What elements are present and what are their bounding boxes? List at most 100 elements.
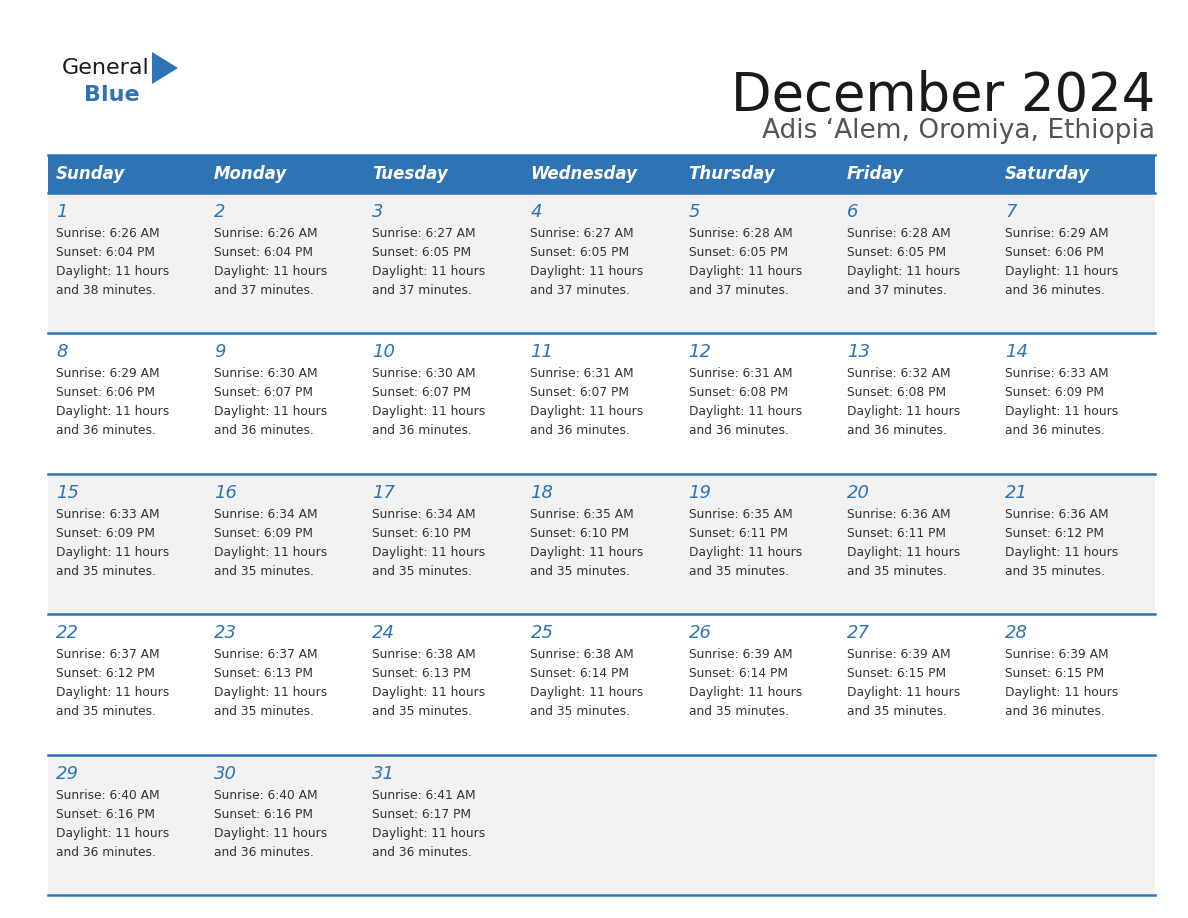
Text: Sunrise: 6:26 AM: Sunrise: 6:26 AM [214,227,317,240]
Text: Sunrise: 6:33 AM: Sunrise: 6:33 AM [1005,367,1108,380]
Text: Tuesday: Tuesday [372,165,448,183]
Text: 30: 30 [214,765,238,783]
Text: Daylight: 11 hours: Daylight: 11 hours [56,265,169,278]
Text: and 36 minutes.: and 36 minutes. [372,424,472,437]
Text: and 35 minutes.: and 35 minutes. [847,565,947,577]
Text: Sunrise: 6:28 AM: Sunrise: 6:28 AM [847,227,950,240]
Text: and 35 minutes.: and 35 minutes. [372,565,473,577]
Text: and 36 minutes.: and 36 minutes. [1005,705,1105,718]
Text: Sunrise: 6:38 AM: Sunrise: 6:38 AM [530,648,634,661]
Text: Sunrise: 6:35 AM: Sunrise: 6:35 AM [530,508,634,521]
Text: 27: 27 [847,624,870,643]
Bar [48,755,1155,895]
Text: Sunrise: 6:34 AM: Sunrise: 6:34 AM [372,508,476,521]
Text: Sunrise: 6:31 AM: Sunrise: 6:31 AM [530,367,634,380]
Text: Sunrise: 6:33 AM: Sunrise: 6:33 AM [56,508,159,521]
Text: and 35 minutes.: and 35 minutes. [689,705,789,718]
Text: and 36 minutes.: and 36 minutes. [56,845,156,858]
Text: Daylight: 11 hours: Daylight: 11 hours [372,406,486,419]
Text: and 36 minutes.: and 36 minutes. [847,424,947,437]
Text: Sunrise: 6:29 AM: Sunrise: 6:29 AM [1005,227,1108,240]
Text: Daylight: 11 hours: Daylight: 11 hours [56,686,169,700]
Text: and 36 minutes.: and 36 minutes. [214,845,314,858]
Text: 24: 24 [372,624,396,643]
Text: Daylight: 11 hours: Daylight: 11 hours [214,686,328,700]
Text: and 35 minutes.: and 35 minutes. [530,565,631,577]
Text: Sunset: 6:10 PM: Sunset: 6:10 PM [372,527,472,540]
Text: Daylight: 11 hours: Daylight: 11 hours [847,265,960,278]
Text: 6: 6 [847,203,858,221]
Text: Sunset: 6:14 PM: Sunset: 6:14 PM [530,667,630,680]
Text: and 35 minutes.: and 35 minutes. [1005,565,1105,577]
Text: Sunrise: 6:35 AM: Sunrise: 6:35 AM [689,508,792,521]
Text: Thursday: Thursday [689,165,776,183]
Text: Sunset: 6:07 PM: Sunset: 6:07 PM [530,386,630,399]
Text: Sunset: 6:06 PM: Sunset: 6:06 PM [56,386,154,399]
Text: Sunset: 6:06 PM: Sunset: 6:06 PM [1005,246,1104,259]
Text: Sunset: 6:07 PM: Sunset: 6:07 PM [372,386,472,399]
Text: Daylight: 11 hours: Daylight: 11 hours [689,406,802,419]
Text: and 35 minutes.: and 35 minutes. [56,565,156,577]
Text: General: General [62,58,150,78]
Text: Sunrise: 6:39 AM: Sunrise: 6:39 AM [1005,648,1108,661]
Text: Daylight: 11 hours: Daylight: 11 hours [372,546,486,559]
Text: 7: 7 [1005,203,1017,221]
Text: 26: 26 [689,624,712,643]
Text: and 35 minutes.: and 35 minutes. [530,705,631,718]
Text: Daylight: 11 hours: Daylight: 11 hours [689,546,802,559]
Text: Sunset: 6:09 PM: Sunset: 6:09 PM [214,527,314,540]
Text: Daylight: 11 hours: Daylight: 11 hours [1005,406,1118,419]
Bar [48,333,1155,474]
Text: Sunrise: 6:27 AM: Sunrise: 6:27 AM [530,227,634,240]
Text: 4: 4 [530,203,542,221]
Text: Daylight: 11 hours: Daylight: 11 hours [214,546,328,559]
Text: 9: 9 [214,343,226,362]
Text: Sunset: 6:11 PM: Sunset: 6:11 PM [847,527,946,540]
Text: Sunset: 6:04 PM: Sunset: 6:04 PM [214,246,314,259]
Text: 20: 20 [847,484,870,502]
Text: Sunrise: 6:29 AM: Sunrise: 6:29 AM [56,367,159,380]
Text: Daylight: 11 hours: Daylight: 11 hours [847,686,960,700]
Text: Daylight: 11 hours: Daylight: 11 hours [214,406,328,419]
Text: and 35 minutes.: and 35 minutes. [214,705,314,718]
Text: Sunday: Sunday [56,165,125,183]
Text: and 35 minutes.: and 35 minutes. [847,705,947,718]
Text: 23: 23 [214,624,238,643]
Text: Sunrise: 6:26 AM: Sunrise: 6:26 AM [56,227,159,240]
Text: Daylight: 11 hours: Daylight: 11 hours [372,686,486,700]
Text: and 37 minutes.: and 37 minutes. [214,284,314,297]
Text: Sunrise: 6:37 AM: Sunrise: 6:37 AM [214,648,317,661]
Text: Sunrise: 6:39 AM: Sunrise: 6:39 AM [689,648,792,661]
Text: Sunset: 6:16 PM: Sunset: 6:16 PM [214,808,314,821]
Bar [48,193,1155,333]
Text: and 36 minutes.: and 36 minutes. [689,424,789,437]
Text: Sunrise: 6:31 AM: Sunrise: 6:31 AM [689,367,792,380]
Text: Daylight: 11 hours: Daylight: 11 hours [214,265,328,278]
Text: Sunset: 6:05 PM: Sunset: 6:05 PM [530,246,630,259]
Text: 13: 13 [847,343,870,362]
Text: Sunrise: 6:36 AM: Sunrise: 6:36 AM [847,508,950,521]
Text: Daylight: 11 hours: Daylight: 11 hours [372,265,486,278]
Text: 28: 28 [1005,624,1028,643]
Polygon shape [152,52,178,84]
Text: Sunset: 6:05 PM: Sunset: 6:05 PM [372,246,472,259]
Text: Daylight: 11 hours: Daylight: 11 hours [214,826,328,840]
Text: Sunrise: 6:40 AM: Sunrise: 6:40 AM [56,789,159,801]
Text: Sunset: 6:12 PM: Sunset: 6:12 PM [1005,527,1104,540]
Text: Sunset: 6:16 PM: Sunset: 6:16 PM [56,808,154,821]
Text: and 37 minutes.: and 37 minutes. [372,284,472,297]
Text: Sunrise: 6:36 AM: Sunrise: 6:36 AM [1005,508,1108,521]
Text: Sunset: 6:11 PM: Sunset: 6:11 PM [689,527,788,540]
Text: Sunrise: 6:30 AM: Sunrise: 6:30 AM [372,367,476,380]
Text: Sunset: 6:04 PM: Sunset: 6:04 PM [56,246,154,259]
Text: Sunset: 6:10 PM: Sunset: 6:10 PM [530,527,630,540]
Text: Daylight: 11 hours: Daylight: 11 hours [530,686,644,700]
Text: Sunset: 6:13 PM: Sunset: 6:13 PM [372,667,472,680]
Text: and 35 minutes.: and 35 minutes. [372,705,473,718]
Text: 14: 14 [1005,343,1028,362]
Text: 2: 2 [214,203,226,221]
Text: Sunset: 6:14 PM: Sunset: 6:14 PM [689,667,788,680]
Text: Friday: Friday [847,165,904,183]
Text: Sunrise: 6:34 AM: Sunrise: 6:34 AM [214,508,317,521]
Text: Sunset: 6:07 PM: Sunset: 6:07 PM [214,386,314,399]
